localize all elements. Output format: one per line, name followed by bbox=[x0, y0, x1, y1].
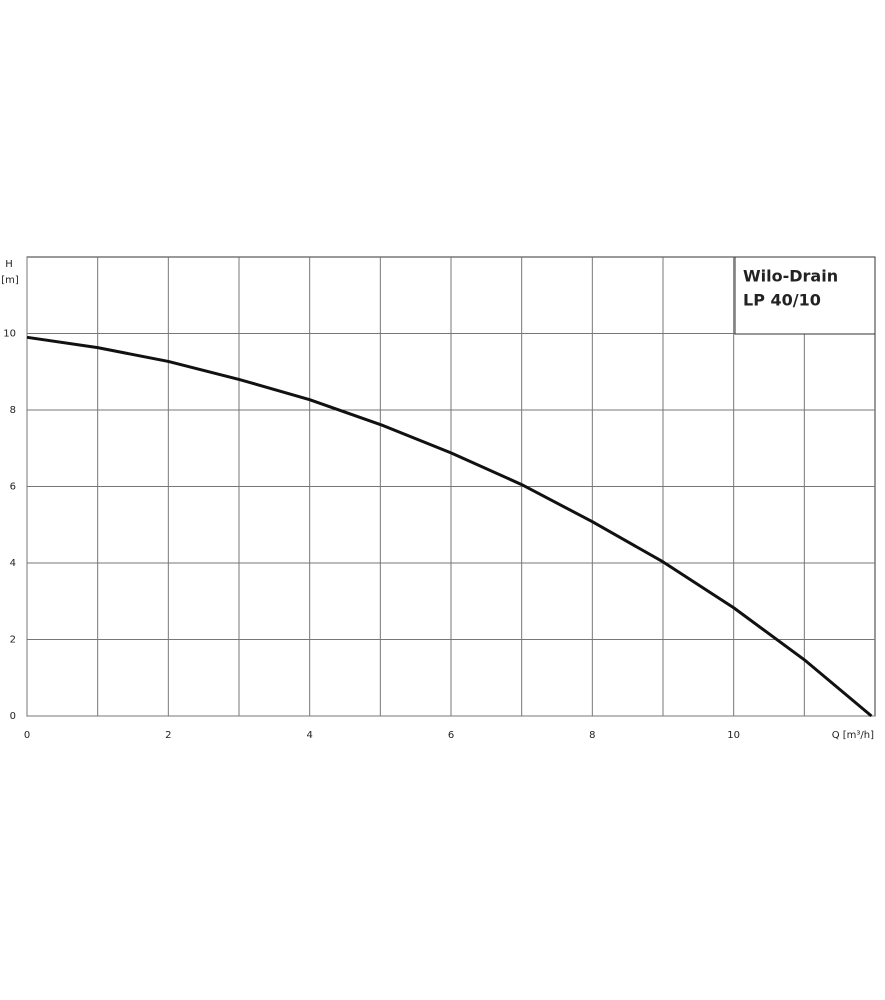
x-tick-label: 10 bbox=[727, 730, 740, 741]
y-tick-label: 6 bbox=[10, 482, 16, 493]
label-box-text: Wilo-Drain bbox=[743, 267, 838, 286]
x-axis-label: Q [m³/h] bbox=[832, 730, 874, 741]
x-tick-label: 2 bbox=[165, 730, 171, 741]
y-axis-unit: [m] bbox=[1, 275, 19, 286]
y-axis-label: H bbox=[5, 259, 13, 270]
label-box bbox=[734, 256, 876, 335]
y-tick-label: 10 bbox=[3, 329, 16, 340]
y-tick-label: 2 bbox=[10, 635, 16, 646]
y-tick-label: 4 bbox=[10, 558, 16, 569]
x-tick-label: 6 bbox=[448, 730, 454, 741]
x-tick-label: 0 bbox=[24, 730, 30, 741]
x-tick-label: 4 bbox=[306, 730, 312, 741]
label-box-text: LP 40/10 bbox=[743, 291, 821, 310]
x-tick-label: 8 bbox=[589, 730, 595, 741]
y-tick-label: 8 bbox=[10, 405, 16, 416]
curve bbox=[26, 335, 873, 718]
y-tick-label: 0 bbox=[10, 711, 16, 722]
